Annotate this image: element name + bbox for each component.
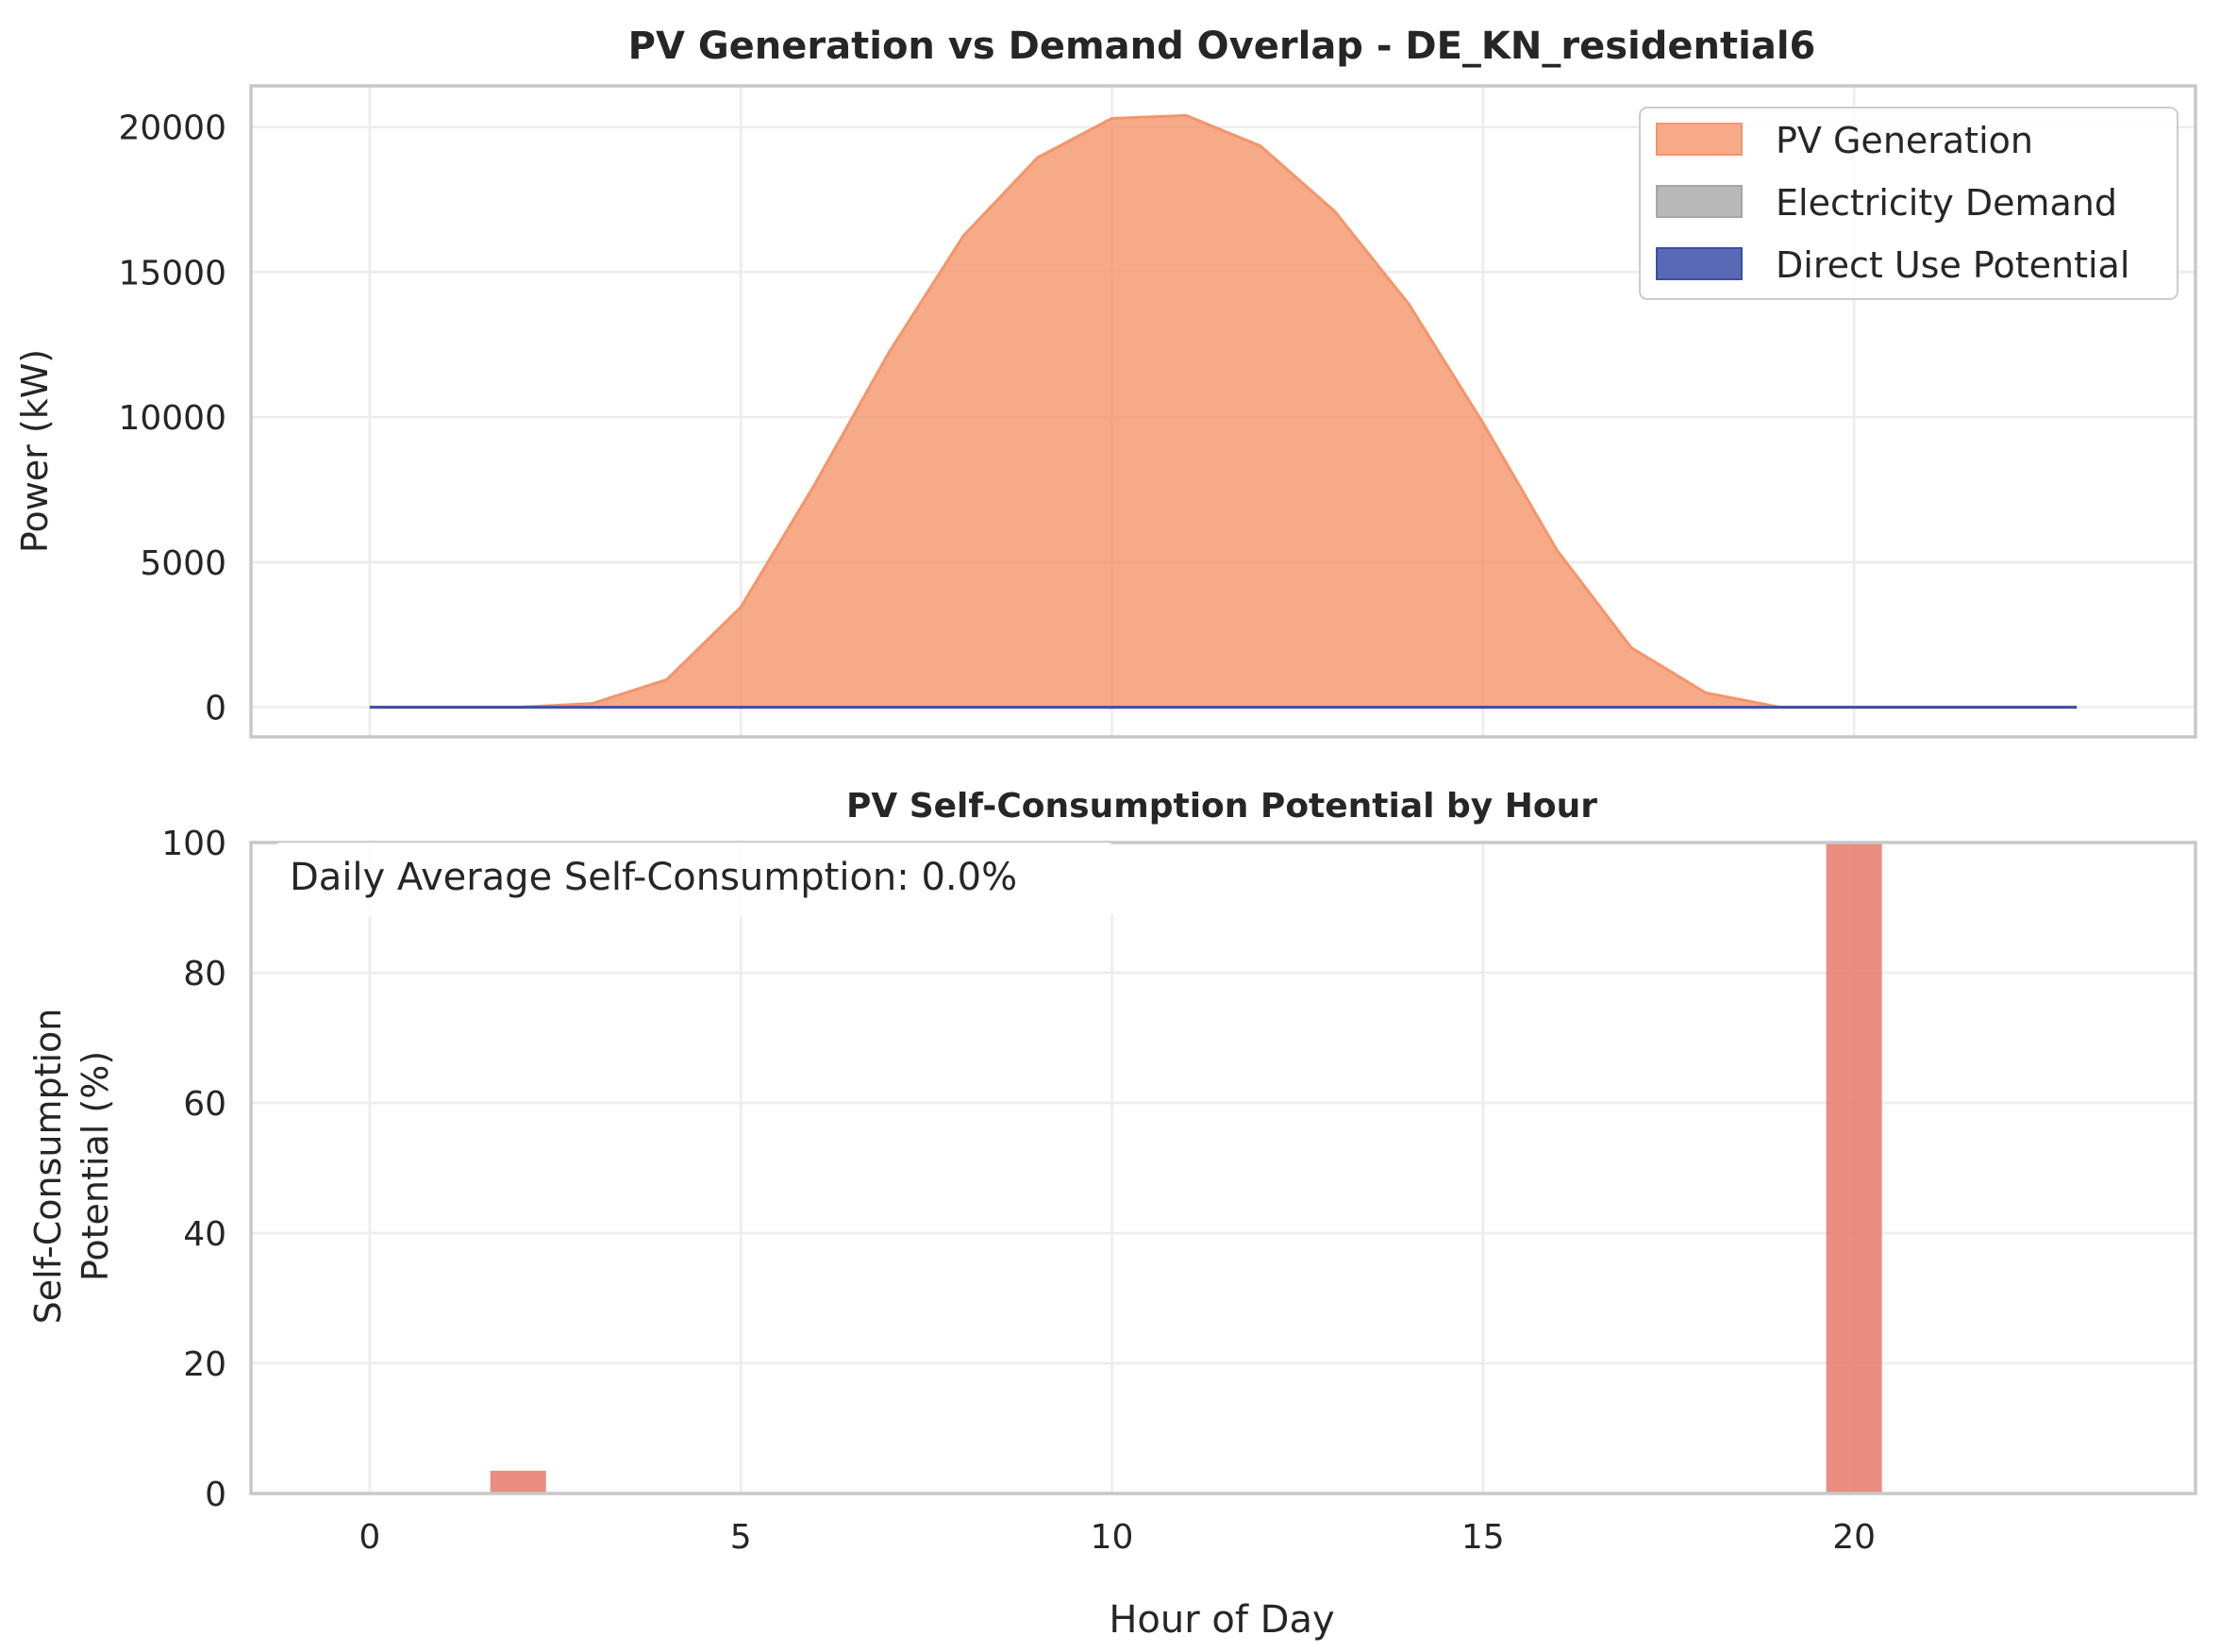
top-y-tick-label: 0 bbox=[205, 690, 226, 728]
top-y-tick-label: 20000 bbox=[118, 109, 226, 148]
bottom-x-tick-label: 20 bbox=[1832, 1518, 1876, 1557]
bottom-chart-title: PV Self-Consumption Potential by Hour bbox=[846, 787, 1597, 826]
top-y-tick-label: 5000 bbox=[140, 544, 226, 583]
bottom-x-tick-label: 0 bbox=[359, 1518, 380, 1557]
legend-entry-direct-use-potential: Direct Use Potential bbox=[1656, 244, 2129, 286]
bottom-y-tick-label: 100 bbox=[161, 825, 226, 863]
legend-label-direct-use-potential: Direct Use Potential bbox=[1776, 244, 2129, 286]
bottom-bars bbox=[490, 843, 1882, 1493]
top-y-tick-labels: 0 5000 10000 15000 20000 bbox=[118, 109, 226, 728]
top-plot-frame bbox=[249, 84, 2197, 739]
bottom-x-tick-labels: 0 5 10 15 20 bbox=[359, 1518, 1876, 1557]
bottom-x-tick-label: 10 bbox=[1091, 1518, 1134, 1557]
bottom-panel: PV Self-Consumption Potential by Hour 0 2… bbox=[27, 787, 2197, 1642]
bottom-y-axis-label-line2: Potential (%) bbox=[75, 1051, 116, 1281]
legend-label-electricity-demand: Electricity Demand bbox=[1776, 182, 2117, 224]
legend: PV Generation Electricity Demand Direct … bbox=[1639, 107, 2178, 300]
bottom-y-tick-label: 80 bbox=[183, 955, 226, 993]
legend-swatch-pv-generation bbox=[1656, 123, 1743, 156]
top-y-axis-label: Power (kW) bbox=[14, 349, 56, 553]
bottom-y-tick-label: 40 bbox=[183, 1215, 226, 1254]
top-area-series bbox=[369, 113, 2078, 709]
legend-swatch-electricity-demand bbox=[1656, 185, 1743, 218]
bottom-y-tick-label: 60 bbox=[183, 1085, 226, 1124]
legend-swatch-direct-use-potential bbox=[1656, 247, 1743, 280]
bottom-plot-frame bbox=[249, 841, 2197, 1495]
annotation-text: Daily Average Self-Consumption: 0.0% bbox=[290, 856, 1017, 899]
bottom-y-axis-label-line1: Self-Consumption bbox=[27, 1009, 69, 1325]
legend-label-pv-generation: PV Generation bbox=[1776, 120, 2033, 161]
bottom-x-tick-label: 5 bbox=[730, 1518, 752, 1557]
annotation-background bbox=[274, 843, 1115, 916]
bottom-y-tick-label: 20 bbox=[183, 1345, 226, 1384]
top-panel: PV Generation vs Demand Overlap - DE_KN_… bbox=[14, 25, 2197, 739]
annotation-box: Daily Average Self-Consumption: 0.0% bbox=[274, 843, 1115, 916]
top-y-tick-label: 10000 bbox=[118, 399, 226, 438]
legend-entry-pv-generation: PV Generation bbox=[1656, 120, 2033, 161]
top-chart-title: PV Generation vs Demand Overlap - DE_KN_… bbox=[628, 25, 1816, 68]
bar-hour-2 bbox=[490, 1470, 546, 1493]
legend-entry-electricity-demand: Electricity Demand bbox=[1656, 182, 2117, 224]
bottom-y-tick-label: 0 bbox=[205, 1476, 226, 1514]
bar-hour-20 bbox=[1826, 843, 1882, 1493]
legend-frame bbox=[1639, 107, 2178, 300]
bottom-y-tick-labels: 0 20 40 60 80 100 bbox=[161, 825, 226, 1514]
bottom-x-tick-label: 15 bbox=[1461, 1518, 1505, 1557]
bottom-x-axis-label: Hour of Day bbox=[1109, 1598, 1334, 1642]
top-y-tick-label: 15000 bbox=[118, 254, 226, 292]
